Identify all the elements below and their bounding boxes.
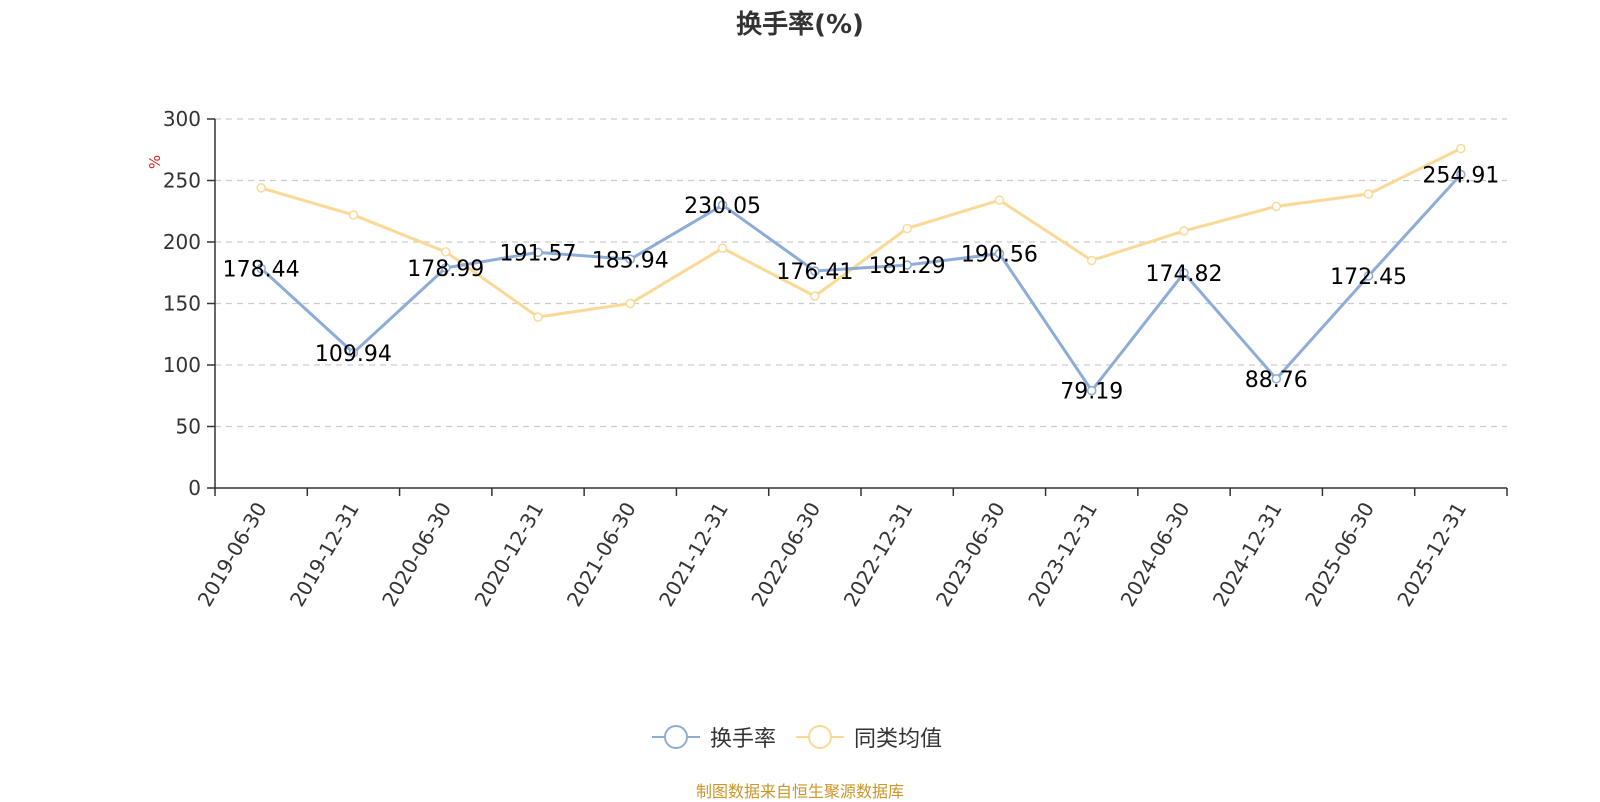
x-tick-label: 2021-12-31 — [654, 498, 733, 611]
legend-marker-series1-icon — [652, 725, 700, 749]
series-1-point — [440, 263, 451, 273]
legend-item-series1[interactable]: 换手率 — [650, 721, 776, 753]
series-1-point — [348, 348, 359, 358]
series-line-2 — [259, 147, 1463, 319]
legend-label-series1: 换手率 — [710, 727, 777, 752]
data-label: 172.45 — [1330, 265, 1407, 290]
data-label: 191.57 — [500, 241, 577, 266]
y-axis-unit: % — [146, 155, 164, 169]
legend-label-series2: 同类均值 — [854, 727, 943, 752]
series-2-point — [810, 291, 820, 301]
series-1-point — [902, 260, 912, 270]
x-tick-label: 2021-06-30 — [562, 498, 641, 611]
series-2-point — [348, 210, 359, 220]
series-1-point — [256, 263, 266, 274]
legend-marker-series2-icon — [796, 725, 845, 749]
series-2-point — [717, 243, 728, 253]
y-tick-label: 0 — [188, 476, 201, 500]
y-tick-label: 200 — [163, 230, 201, 254]
x-tick-label: 2024-06-30 — [1115, 498, 1194, 611]
series-lines — [256, 143, 1466, 396]
y-tick-label: 50 — [176, 415, 201, 439]
x-tick-label: 2019-12-31 — [285, 498, 364, 611]
legend: 换手率 同类均值 — [650, 722, 960, 752]
data-label: 185.94 — [592, 248, 669, 273]
data-label: 174.82 — [1146, 262, 1223, 287]
data-label: 109.94 — [315, 342, 392, 367]
source-note: 制图数据来自恒生聚源数据库 — [695, 782, 904, 801]
x-tick-label: 2019-06-30 — [193, 498, 272, 611]
data-label: 176.41 — [776, 260, 853, 285]
legend-item-series2[interactable]: 同类均值 — [794, 721, 942, 753]
series-1-point — [625, 254, 636, 265]
y-tick-label: 150 — [163, 292, 201, 316]
series-1-point — [810, 266, 820, 276]
series-2-point — [1456, 143, 1466, 154]
chart-title: 换手率(%) — [736, 10, 864, 40]
x-tick-label: 2025-12-31 — [1392, 498, 1471, 611]
series-1-point — [1179, 268, 1189, 278]
series-2-point — [1271, 201, 1282, 212]
x-tick-label: 2022-06-30 — [746, 498, 825, 611]
data-labels: 178.44 109.94 178.99 191.57 185.94 230.05 176.… — [223, 163, 1500, 404]
x-tick-label: 2025-06-30 — [1300, 498, 1379, 611]
series-1-point — [1456, 169, 1466, 180]
data-label: 190.56 — [961, 243, 1038, 268]
x-tick-label: 2023-06-30 — [931, 498, 1010, 611]
series-2-point — [1363, 189, 1374, 199]
series-2-point — [625, 298, 636, 309]
series-2-point — [1179, 226, 1189, 236]
data-label: 254.91 — [1422, 163, 1499, 188]
data-label: 178.99 — [407, 257, 484, 282]
series-1-point — [1086, 385, 1097, 396]
series-2-point — [1086, 255, 1097, 266]
series-2-point — [994, 195, 1005, 205]
y-tick-label: 250 — [163, 169, 201, 193]
x-tick-label: 2020-06-30 — [377, 498, 456, 611]
data-label: 181.29 — [869, 254, 946, 279]
x-tick-label: 2024-12-31 — [1208, 498, 1287, 611]
x-tick-label: 2020-12-31 — [469, 498, 548, 611]
data-label: 88.76 — [1245, 368, 1308, 393]
x-tick-label: 2022-12-31 — [839, 498, 918, 611]
series-line-1 — [259, 172, 1463, 393]
series-2-point — [533, 312, 543, 322]
x-tick-label: 2023-12-31 — [1023, 498, 1102, 611]
data-label: 79.19 — [1060, 380, 1123, 405]
series-1-point — [717, 200, 728, 210]
series-2-point — [440, 247, 451, 257]
series-1-point — [533, 247, 543, 258]
y-tick-label: 300 — [163, 107, 201, 131]
series-1-point — [1271, 374, 1282, 384]
data-label: 178.44 — [223, 258, 300, 283]
series-2-point — [256, 183, 266, 193]
series-2-point — [902, 223, 912, 234]
data-label: 230.05 — [684, 194, 761, 219]
y-tick-label: 100 — [163, 353, 201, 377]
series-1-point — [994, 248, 1005, 259]
series-1-point — [1363, 271, 1374, 281]
